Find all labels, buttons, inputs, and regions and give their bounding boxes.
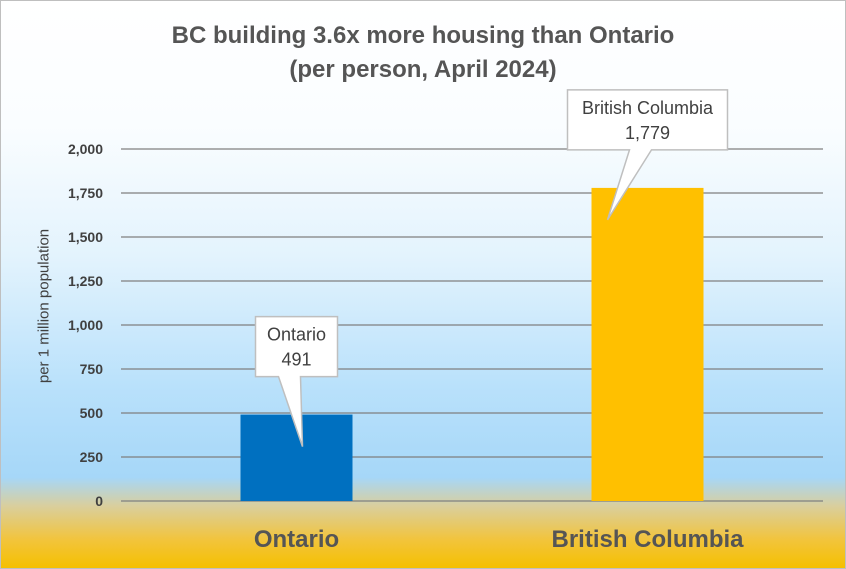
y-tick-label: 1,000	[68, 317, 103, 333]
y-tick-label: 1,500	[68, 229, 103, 245]
chart-title-line-1: BC building 3.6x more housing than Ontar…	[171, 22, 675, 49]
data-callout-name: British Columbia	[582, 98, 714, 118]
y-tick-label: 1,750	[68, 185, 103, 201]
y-tick-label: 250	[80, 449, 104, 465]
y-tick-label: 500	[80, 405, 104, 421]
data-callout	[254, 315, 339, 447]
bar	[591, 187, 704, 501]
data-callout-value: 1,779	[625, 123, 670, 143]
chart-title-line-2: (per person, April 2024)	[289, 56, 557, 83]
data-callout-value: 491	[281, 350, 311, 370]
x-category-label: Ontario	[254, 526, 339, 553]
y-tick-label: 2,000	[68, 141, 103, 157]
data-callout-name: Ontario	[267, 325, 326, 345]
data-callout	[566, 89, 729, 221]
x-category-label: British Columbia	[551, 526, 744, 553]
chart-title: BC building 3.6x more housing than Ontar…	[1, 19, 845, 87]
y-tick-label: 0	[95, 493, 103, 509]
y-tick-label: 1,250	[68, 273, 103, 289]
y-tick-label: 750	[80, 361, 104, 377]
